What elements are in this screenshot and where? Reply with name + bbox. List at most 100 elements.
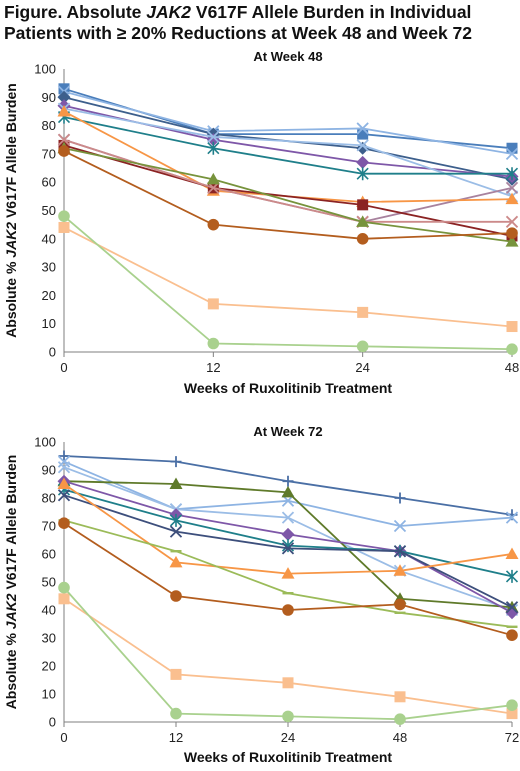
data-point: [505, 192, 519, 205]
y-tick-label: 40: [42, 231, 56, 246]
data-point: [169, 513, 183, 527]
data-point: [170, 668, 182, 680]
data-point: [356, 141, 370, 155]
data-point: [58, 83, 70, 95]
y-axis-label: Absolute % JAK2 V617F Allele Burden: [3, 83, 19, 338]
data-point: [57, 477, 71, 489]
series-line: [63, 107, 513, 198]
chart-week-48: At Week 48 0 10 20 30 40 50 60 70 80 90 100 0 12 24 48 W…: [3, 49, 519, 396]
data-point: [207, 337, 220, 350]
y-tick-label: 60: [42, 175, 56, 190]
series-line: [63, 138, 512, 223]
data-point: [356, 233, 369, 245]
data-point: [281, 542, 295, 555]
data-point: [282, 677, 294, 689]
data-point: [57, 489, 71, 502]
data-point: [57, 90, 71, 104]
x-axis-label: Weeks of Ruxolitinib Treatment: [184, 749, 393, 765]
series-1: [58, 450, 518, 521]
y-axis-label-gene: JAK2: [3, 593, 19, 629]
data-point: [207, 218, 220, 231]
x-tick-label: 12: [169, 730, 183, 745]
data-point: [281, 485, 295, 498]
data-point: [506, 142, 518, 154]
series-8: [57, 477, 519, 579]
series-11: [57, 141, 519, 247]
series-2: [57, 85, 519, 161]
data-point: [357, 199, 369, 211]
series-line: [63, 116, 512, 175]
data-point: [58, 450, 70, 462]
y-tick-label: 40: [42, 603, 56, 618]
y-tick-label: 0: [49, 715, 56, 730]
data-point: [170, 456, 182, 468]
series-line: [63, 90, 513, 155]
series-line: [63, 147, 513, 243]
data-point: [505, 235, 519, 247]
y-tick-label: 60: [42, 547, 56, 562]
figure-title: Figure. Absolute JAK2 V617F Allele Burde…: [4, 2, 516, 44]
x-tick-label: 72: [505, 730, 519, 745]
y-tick-label: 90: [42, 90, 56, 105]
series-line: [63, 87, 513, 150]
data-point: [281, 527, 295, 541]
y-axis-label-gene: JAK2: [3, 222, 19, 258]
data-point: [58, 593, 70, 605]
y-tick-label: 100: [34, 62, 56, 77]
data-point: [505, 606, 519, 620]
chart-title: At Week 72: [253, 424, 322, 439]
y-axis-label-rest: V617F Allele Burden: [3, 455, 19, 594]
data-point: [282, 475, 294, 487]
data-point: [281, 567, 295, 579]
data-point: [357, 306, 369, 318]
x-tick-label: 12: [206, 360, 220, 375]
series-10: [58, 517, 518, 641]
data-point: [505, 547, 519, 559]
x-tick-label: 48: [393, 730, 407, 745]
data-point: [57, 104, 71, 117]
data-point: [394, 691, 406, 703]
data-point: [505, 147, 519, 161]
series-line: [63, 144, 513, 237]
y-tick-label: 10: [42, 316, 56, 331]
series-line: [63, 110, 513, 203]
data-point: [169, 525, 183, 538]
data-point: [393, 564, 407, 576]
data-point: [506, 629, 518, 641]
figure-title-rest: V617F Allele Burden in Individual: [191, 2, 472, 22]
data-point: [506, 227, 518, 239]
series-6: [57, 110, 519, 181]
data-point: [393, 545, 407, 558]
x-tick-label: 48: [505, 360, 519, 375]
data-point: [356, 340, 369, 353]
data-point: [170, 590, 182, 602]
y-tick-label: 90: [42, 463, 56, 478]
data-point: [505, 511, 519, 524]
data-point: [57, 133, 71, 146]
y-axis-label: Absolute % JAK2 V617F Allele Burden: [3, 455, 19, 710]
x-tick-label: 0: [60, 360, 67, 375]
y-tick-label: 70: [42, 519, 56, 534]
data-point: [506, 321, 518, 333]
x-axis-label: Weeks of Ruxolitinib Treatment: [184, 380, 393, 396]
data-point: [506, 343, 518, 355]
data-point: [58, 210, 70, 222]
series-line: [63, 215, 513, 351]
data-point: [506, 708, 518, 720]
data-point: [356, 155, 370, 169]
y-tick-label: 80: [42, 118, 56, 133]
y-tick-label: 30: [42, 260, 56, 275]
series-line: [63, 226, 513, 328]
data-point: [393, 519, 407, 533]
data-point: [357, 128, 369, 140]
data-point: [356, 122, 369, 135]
x-tick-label: 0: [60, 730, 67, 745]
chart-title: At Week 48: [253, 49, 322, 64]
series-14: [58, 210, 518, 355]
figure-title-prefix: Figure. Absolute: [4, 2, 147, 22]
data-point: [57, 461, 71, 474]
series-line: [63, 138, 513, 223]
data-point: [356, 215, 370, 227]
data-point: [206, 172, 220, 185]
data-point: [58, 145, 70, 157]
